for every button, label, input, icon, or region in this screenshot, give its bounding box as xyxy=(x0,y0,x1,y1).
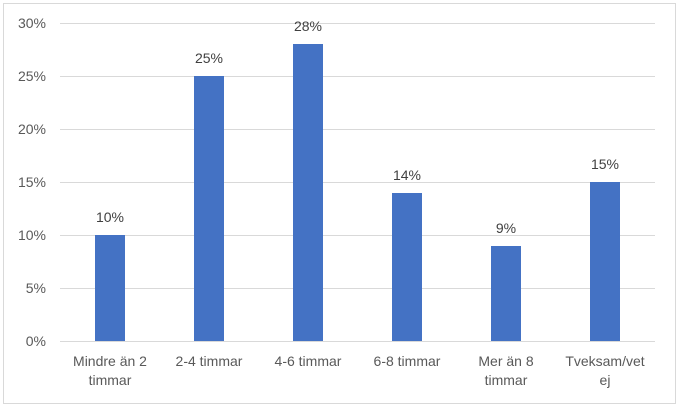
x-tick-label-line: timmar xyxy=(88,372,132,388)
bar xyxy=(95,235,125,341)
data-label: 15% xyxy=(590,156,620,172)
x-tick-label-line: ej xyxy=(599,372,611,388)
gridline xyxy=(60,76,655,77)
x-tick-label: 6-8 timmar xyxy=(358,352,456,371)
gridline xyxy=(60,23,655,24)
y-tick-label: 0% xyxy=(25,333,46,349)
x-tick-label: 2-4 timmar xyxy=(160,352,258,371)
bar xyxy=(590,182,620,341)
x-tick-label-line: Tveksam/vet xyxy=(565,353,645,369)
bar xyxy=(194,76,224,341)
x-tick-label-line: Mindre än 2 xyxy=(73,353,147,369)
data-label: 25% xyxy=(194,50,224,66)
data-label: 14% xyxy=(392,167,422,183)
x-tick-label: Tveksam/vet ej xyxy=(556,352,654,390)
x-tick-label-line: 6-8 timmar xyxy=(373,353,441,369)
gridline xyxy=(60,182,655,183)
x-tick-label-line: Mer än 8 xyxy=(478,353,534,369)
x-tick-label-line: 2-4 timmar xyxy=(175,353,243,369)
y-tick-label: 10% xyxy=(17,227,46,243)
x-tick-label: Mindre än 2 timmar xyxy=(61,352,159,390)
x-tick-label: 4-6 timmar xyxy=(259,352,357,371)
gridline xyxy=(60,341,655,342)
y-tick-label: 30% xyxy=(17,15,46,31)
bar xyxy=(392,193,422,341)
gridline xyxy=(60,288,655,289)
data-label: 9% xyxy=(495,220,517,236)
data-label: 10% xyxy=(95,209,125,225)
y-tick-label: 25% xyxy=(17,68,46,84)
x-tick-label-line: timmar xyxy=(484,372,528,388)
chart-frame xyxy=(3,3,676,404)
data-label: 28% xyxy=(293,18,323,34)
y-tick-label: 5% xyxy=(25,280,46,296)
x-tick-label-line: 4-6 timmar xyxy=(274,353,342,369)
gridline xyxy=(60,235,655,236)
gridline xyxy=(60,129,655,130)
bar xyxy=(491,246,521,341)
y-tick-label: 20% xyxy=(17,121,46,137)
bar xyxy=(293,44,323,341)
y-tick-label: 15% xyxy=(17,174,46,190)
x-tick-label: Mer än 8 timmar xyxy=(457,352,555,390)
